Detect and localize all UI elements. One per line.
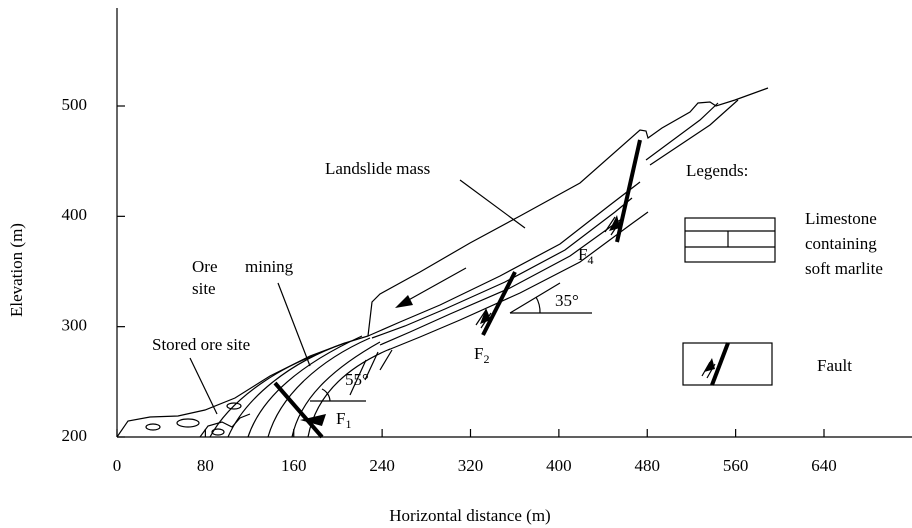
- bedding: [227, 342, 346, 438]
- x-tick-label: 560: [723, 456, 749, 475]
- y-tick-label: 400: [62, 205, 88, 224]
- fault-f1: [273, 381, 324, 439]
- fault-arrow: [300, 414, 326, 426]
- legend-fault-line: [710, 342, 730, 386]
- fault-hatch: [475, 309, 492, 329]
- angle-arc: [535, 296, 541, 314]
- x-tick-label: 160: [281, 456, 307, 475]
- y-axis-label: Elevation (m): [7, 223, 26, 317]
- fault-f2: [481, 271, 517, 336]
- ticks: 0 80 160 240 320 400 480 560 640 200 300 400 500: [62, 95, 837, 475]
- angle-line: [509, 282, 561, 314]
- legend-text: Fault: [817, 356, 852, 375]
- bedding: [247, 335, 363, 438]
- x-tick-label: 640: [811, 456, 837, 475]
- legend-text: containing: [805, 234, 877, 253]
- legend-limestone-pattern: [685, 230, 775, 248]
- x-tick-label: 80: [197, 456, 214, 475]
- y-tick-label: 300: [62, 316, 88, 335]
- fault-arrow: [480, 308, 491, 324]
- fault-sub: 4: [587, 253, 593, 267]
- label-mining: mining: [245, 257, 294, 276]
- fault-letter: F: [578, 245, 587, 264]
- label-angle: 55°: [345, 370, 369, 389]
- ore-heap: [199, 413, 251, 438]
- label-site: site: [192, 279, 216, 298]
- label-ore: Ore: [192, 257, 217, 276]
- bedding: [371, 197, 633, 339]
- ground-surface: [116, 87, 769, 438]
- label-angle: 35°: [555, 291, 579, 310]
- arrowhead: [395, 295, 413, 308]
- fault-sub: 2: [483, 352, 489, 366]
- fault-sub: 1: [345, 417, 351, 431]
- bedding: [349, 349, 393, 396]
- legend-text: Limestone: [805, 209, 877, 228]
- y-tick-label: 500: [62, 95, 88, 114]
- y-tick-label: 200: [62, 426, 88, 445]
- legend-title: Legends:: [686, 161, 748, 180]
- fault-arrow: [609, 215, 620, 231]
- label-fault: F2: [474, 344, 489, 366]
- label-stored: Stored ore site: [152, 335, 250, 354]
- leader-line: [459, 179, 526, 229]
- ore-pebble: [176, 418, 200, 428]
- fault-letter: F: [474, 344, 483, 363]
- fault-f4: [615, 139, 642, 243]
- bedding: [387, 211, 649, 351]
- bedding: [645, 102, 719, 161]
- x-tick-label: 480: [635, 456, 661, 475]
- angle-arc: [321, 388, 331, 402]
- label-fault: F4: [578, 245, 593, 267]
- ore-pebble: [211, 428, 225, 436]
- ore-pebble: [226, 402, 242, 410]
- legend-limestone-box: [684, 217, 776, 263]
- leader-line: [189, 357, 218, 415]
- x-axis-label: Horizontal distance (m): [389, 506, 550, 525]
- bedding: [649, 99, 739, 166]
- leader-line: [277, 282, 311, 367]
- fault-hatch: [604, 216, 622, 236]
- x-tick-label: 240: [369, 456, 395, 475]
- x-tick-label: 400: [546, 456, 572, 475]
- slide-direction: [404, 267, 467, 303]
- bedding: [379, 219, 621, 346]
- fault-hatch: [701, 361, 716, 379]
- x-tick-label: 320: [458, 456, 484, 475]
- slide-base: [367, 181, 641, 337]
- x-tick-label: 0: [113, 456, 122, 475]
- bedding: [291, 341, 381, 438]
- bedding: [209, 353, 319, 438]
- legend-text: soft marlite: [805, 259, 883, 278]
- label-fault: F1: [336, 409, 351, 431]
- label-landslide: Landslide mass: [325, 159, 430, 178]
- bedding: [267, 337, 371, 438]
- fault-letter: F: [336, 409, 345, 428]
- ore-pebble: [145, 423, 161, 431]
